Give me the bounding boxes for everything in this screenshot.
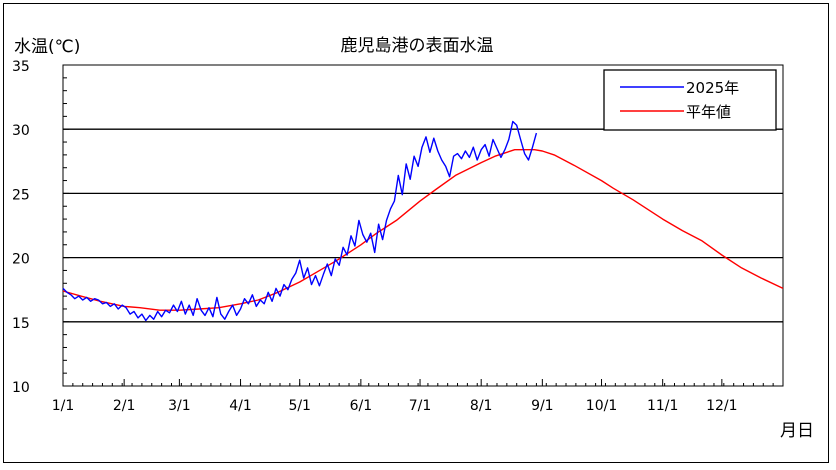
series-line-normal <box>62 148 784 311</box>
y-tick-label: 25 <box>12 187 30 203</box>
x-tick-label: 3/1 <box>168 398 191 414</box>
y-tick-label: 35 <box>12 59 30 75</box>
legend-label: 平年値 <box>686 103 731 121</box>
x-tick-label: 6/1 <box>350 398 373 414</box>
y-tick-label: 20 <box>12 252 30 268</box>
plot-area-border <box>62 64 784 387</box>
x-tick-label: 7/1 <box>409 398 432 414</box>
y-tick-label: 10 <box>12 380 30 396</box>
series-line-current-year <box>62 120 538 322</box>
y-axis-label: 水温(℃) <box>14 37 80 57</box>
x-tick-label: 4/1 <box>229 398 252 414</box>
x-tick-label: 9/1 <box>531 398 554 414</box>
x-tick-label: 1/1 <box>52 398 75 414</box>
x-tick-label: 11/1 <box>647 398 678 414</box>
y-tick-label: 30 <box>12 123 30 139</box>
x-tick-label: 2/1 <box>113 398 136 414</box>
water-temperature-chart: 水温(℃) 鹿児島港の表面水温 月日 10 15 20 25 30 35 1/1 2/1 3/1… <box>12 36 814 441</box>
y-tick-label: 15 <box>12 316 30 332</box>
legend-label: 2025年 <box>686 79 739 97</box>
x-tick-label: 5/1 <box>288 398 311 414</box>
x-axis-label: 月日 <box>780 421 814 441</box>
x-tick-label: 8/1 <box>470 398 493 414</box>
legend-box <box>603 69 777 131</box>
chart-frame: 水温(℃) 鹿児島港の表面水温 月日 10 15 20 25 30 35 1/1 2/1 3/1… <box>3 3 829 463</box>
x-tick-label: 12/1 <box>706 398 737 414</box>
chart-title: 鹿児島港の表面水温 <box>341 36 494 56</box>
x-tick-label: 10/1 <box>586 398 617 414</box>
